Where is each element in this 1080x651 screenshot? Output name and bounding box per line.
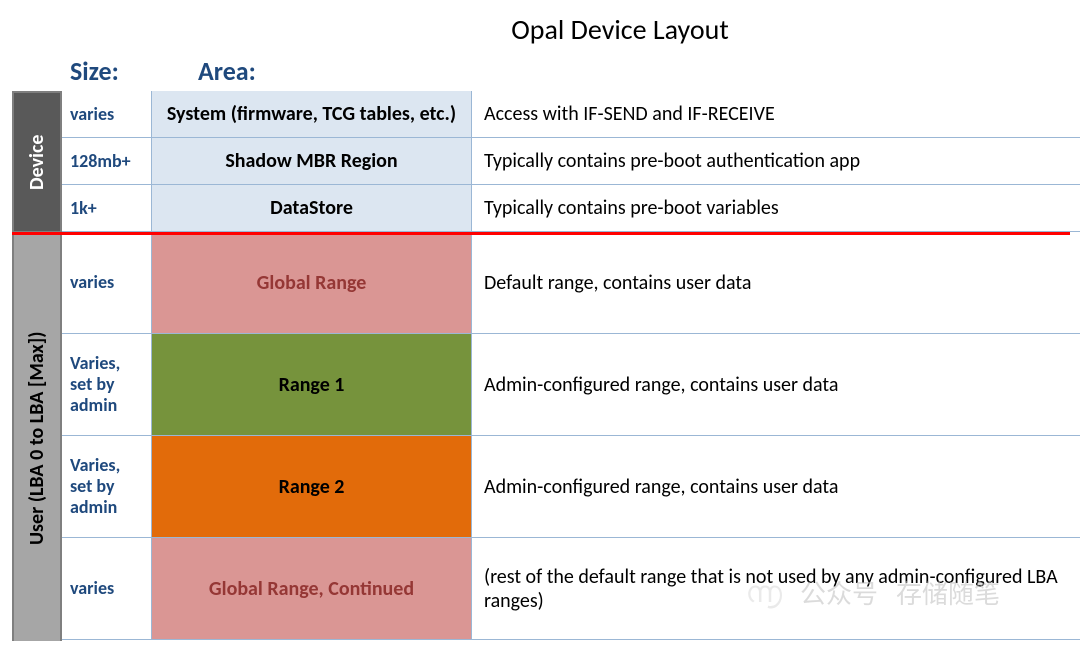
cell-size: varies [62, 91, 152, 137]
table-row: 128mb+ Shadow MBR Region Typically conta… [62, 138, 1080, 185]
header-size: Size: [70, 55, 170, 87]
table-row: varies Global Range Default range, conta… [62, 232, 1080, 334]
sidebar-device: Device [12, 91, 62, 233]
table-row: 1k+ DataStore Typically contains pre-boo… [62, 185, 1080, 232]
table-row: Varies, set by admin Range 1 Admin-confi… [62, 334, 1080, 436]
sidebar-labels: Device User (LBA 0 to LBA [Max]) [12, 91, 62, 641]
device-user-divider [12, 232, 1070, 235]
page-title: Opal Device Layout [0, 0, 1080, 55]
cell-desc: Access with IF-SEND and IF-RECEIVE [472, 91, 1080, 137]
grid-body: varies System (firmware, TCG tables, etc… [62, 91, 1080, 641]
cell-size: Varies, set by admin [62, 436, 152, 537]
cell-area: System (firmware, TCG tables, etc.) [152, 91, 472, 137]
cell-area: Shadow MBR Region [152, 138, 472, 184]
cell-area: Range 1 [152, 334, 472, 435]
cell-size: varies [62, 232, 152, 333]
sidebar-user: User (LBA 0 to LBA [Max]) [12, 233, 62, 641]
cell-size: varies [62, 538, 152, 639]
layout-grid: Device User (LBA 0 to LBA [Max]) varies … [0, 91, 1080, 641]
cell-desc: (rest of the default range that is not u… [472, 538, 1080, 639]
cell-desc: Default range, contains user data [472, 232, 1080, 333]
cell-size: 128mb+ [62, 138, 152, 184]
cell-area: Global Range, Continued [152, 538, 472, 639]
cell-size: Varies, set by admin [62, 334, 152, 435]
header-area: Area: [170, 55, 490, 87]
cell-area: Range 2 [152, 436, 472, 537]
cell-size: 1k+ [62, 185, 152, 231]
cell-desc: Typically contains pre-boot authenticati… [472, 138, 1080, 184]
cell-area: Global Range [152, 232, 472, 333]
column-headers: Size: Area: [0, 55, 1080, 87]
table-row: Varies, set by admin Range 2 Admin-confi… [62, 436, 1080, 538]
table-row: varies Global Range, Continued (rest of … [62, 538, 1080, 640]
cell-desc: Typically contains pre-boot variables [472, 185, 1080, 231]
cell-desc: Admin-configured range, contains user da… [472, 334, 1080, 435]
cell-area: DataStore [152, 185, 472, 231]
cell-desc: Admin-configured range, contains user da… [472, 436, 1080, 537]
table-row: varies System (firmware, TCG tables, etc… [62, 91, 1080, 138]
